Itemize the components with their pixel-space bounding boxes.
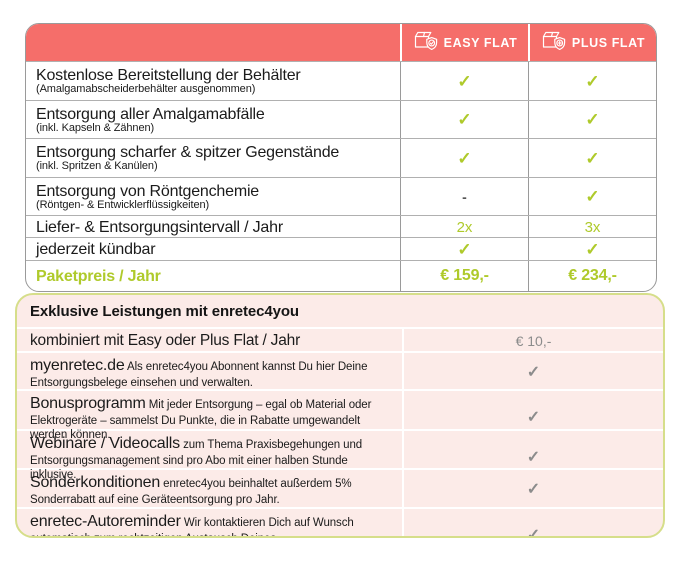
- panel-row: Sonderkonditionen enretec4you beinhaltet…: [17, 468, 663, 511]
- plus-price: € 234,-: [568, 267, 617, 284]
- panel-row: kombiniert mit Easy oder Plus Flat / Jah…: [17, 327, 663, 353]
- flat-comparison-table: EASY FLAT PLUS FLAT: [25, 23, 657, 292]
- row-label: Liefer- & Entsorgungsintervall / Jahr: [36, 219, 283, 236]
- plus-check-mark: ✓: [585, 187, 600, 206]
- panel-row: Bonusprogramm Mit jeder Entsorgung – ega…: [17, 389, 663, 446]
- plus-check-mark: ✓: [585, 71, 600, 91]
- included-check-mark: ✓: [526, 364, 541, 382]
- table-row: Entsorgung von Röntgenchemie (Röntgen- &…: [26, 177, 656, 215]
- row-sublabel: (Amalgamabscheiderbehälter ausgenommen): [36, 83, 256, 96]
- easy-check-mark: ✓: [457, 148, 472, 168]
- included-check-mark: ✓: [526, 527, 541, 538]
- package-shield-plus-icon: [541, 30, 567, 56]
- package-shield-check-icon: [413, 30, 439, 56]
- panel-row-text: Wir kontaktieren Dich auf Wunsch automat…: [30, 517, 354, 536]
- exclusive-services-panel: Exklusive Leistungen mit enretec4you kom…: [15, 293, 665, 538]
- panel-row-lead: Sonderkonditionen: [30, 474, 161, 491]
- panel-row-text: Als enretec4you Abonnent kannst Du hier …: [30, 361, 368, 389]
- easy-check-mark: ✓: [457, 110, 472, 129]
- included-check-mark: ✓: [526, 409, 541, 427]
- row-label: Entsorgung aller Amalgamabfälle: [36, 105, 265, 123]
- easy-check-mark: ✓: [457, 71, 472, 91]
- row-label: Kostenlose Bereitstellung der Behälter: [36, 67, 301, 85]
- row-label: jederzeit kündbar: [36, 241, 156, 258]
- table-header-row: EASY FLAT PLUS FLAT: [26, 24, 656, 61]
- easy-price: € 159,-: [440, 267, 489, 284]
- header-spacer: [26, 24, 400, 61]
- row-sublabel: (inkl. Spritzen & Kanülen): [36, 160, 158, 173]
- panel-row-text: Mit jeder Entsorgung – egal ob Material …: [30, 399, 372, 442]
- panel-row-lead: enretec-Autoreminder: [30, 513, 181, 530]
- panel-row-text: zum Thema Praxisbegehungen und Entsorgun…: [30, 439, 363, 482]
- plus-check-mark: ✓: [585, 110, 600, 129]
- panel-row-lead: myenretec.de: [30, 357, 125, 374]
- easy-flat-label: EASY FLAT: [443, 35, 518, 50]
- table-row: Kostenlose Bereitstellung der Behälter (…: [26, 61, 656, 100]
- panel-row-text: kombiniert mit Easy oder Plus Flat / Jah…: [30, 332, 301, 349]
- price-row-label: Paketpreis / Jahr: [36, 267, 161, 285]
- easy-check-mark: ✓: [457, 239, 472, 259]
- table-row-price: Paketpreis / Jahr € 159,- € 234,-: [26, 260, 656, 291]
- panel-title: Exklusive Leistungen mit enretec4you: [30, 302, 299, 320]
- plus-check-mark: ✓: [585, 148, 600, 168]
- plus-flat-header: PLUS FLAT: [528, 24, 656, 61]
- row-label: Entsorgung scharfer & spitzer Gegenständ…: [36, 144, 340, 162]
- table-row: Liefer- & Entsorgungsintervall / Jahr 2x…: [26, 215, 656, 239]
- plus-check-mark: ✓: [585, 239, 600, 259]
- panel-row-lead: Webinare / Videocalls: [30, 435, 180, 452]
- panel-row: Webinare / Videocalls zum Thema Praxisbe…: [17, 429, 663, 486]
- plus-flat-label: PLUS FLAT: [571, 35, 646, 50]
- easy-not-included-dash: -: [462, 188, 467, 205]
- row-sublabel: (inkl. Kapseln & Zähnen): [36, 121, 155, 134]
- combo-price: € 10,-: [515, 333, 552, 349]
- table-row: Entsorgung aller Amalgamabfälle (inkl. K…: [26, 100, 656, 138]
- included-check-mark: ✓: [526, 481, 541, 499]
- panel-row: enretec-Autoreminder Wir kontaktieren Di…: [17, 507, 663, 538]
- row-label: Entsorgung von Röntgenchemie: [36, 182, 259, 200]
- panel-row-lead: Bonusprogramm: [30, 395, 146, 412]
- included-check-mark: ✓: [526, 449, 541, 467]
- row-sublabel: (Röntgen- & Entwicklerflüssigkeiten): [36, 198, 210, 211]
- easy-flat-header: EASY FLAT: [400, 24, 528, 61]
- table-row: jederzeit kündbar ✓ ✓: [26, 237, 656, 261]
- panel-row-text: enretec4you beinhaltet außerdem 5% Sonde…: [30, 478, 352, 506]
- table-row: Entsorgung scharfer & spitzer Gegenständ…: [26, 138, 656, 177]
- easy-interval-value: 2x: [456, 218, 473, 236]
- panel-row: myenretec.de Als enretec4you Abonnent ka…: [17, 351, 663, 394]
- plus-interval-value: 3x: [584, 218, 601, 236]
